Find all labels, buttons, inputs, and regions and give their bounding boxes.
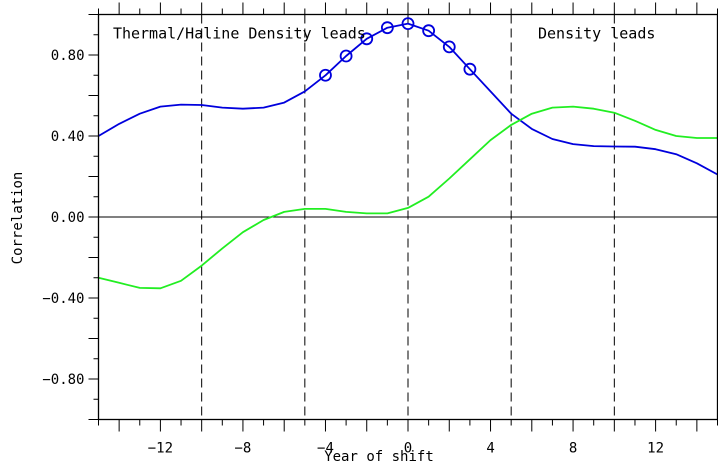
series-point-marker [360,32,374,46]
y-tick-label: −0.40 [42,291,84,307]
y-tick-label: −0.80 [42,372,84,388]
axis-ticks [88,2,718,432]
series-line-2 [98,105,718,290]
x-tick-label: 0 [404,441,412,457]
series-layer [98,17,718,290]
series-point-marker [463,62,477,76]
y-axis-title: Correlation [10,172,26,265]
x-tick-label: 12 [647,441,664,457]
series-point-marker [339,49,353,63]
reference-lines [98,14,718,420]
series-point-marker [380,21,394,35]
series-point-marker [401,17,415,31]
annotation-text: Thermal/Haline Density leads [113,25,366,43]
x-tick-label: −8 [235,441,252,457]
y-tick-label: 0.80 [51,48,85,64]
x-tick-label: 4 [486,441,494,457]
y-tick-label: 0.40 [51,129,85,145]
x-tick-label: 8 [569,441,577,457]
series-point-marker [442,40,456,54]
x-axis-title: Year of shift [324,449,434,465]
series-line-1 [98,22,718,176]
x-tick-label: −12 [148,441,173,457]
series-point-marker [319,68,332,82]
tick-labels: −12 −8 −4 0 4 8 12 0.80 0.40 0.00 −0.40 −0.80 [42,48,664,457]
annotations: Thermal/Haline Density leads Density lead… [113,25,655,43]
series-point-marker [422,24,436,38]
y-tick-label: 0.00 [51,210,85,226]
x-tick-label: −4 [317,441,334,457]
annotation-text: Density leads [538,25,655,43]
